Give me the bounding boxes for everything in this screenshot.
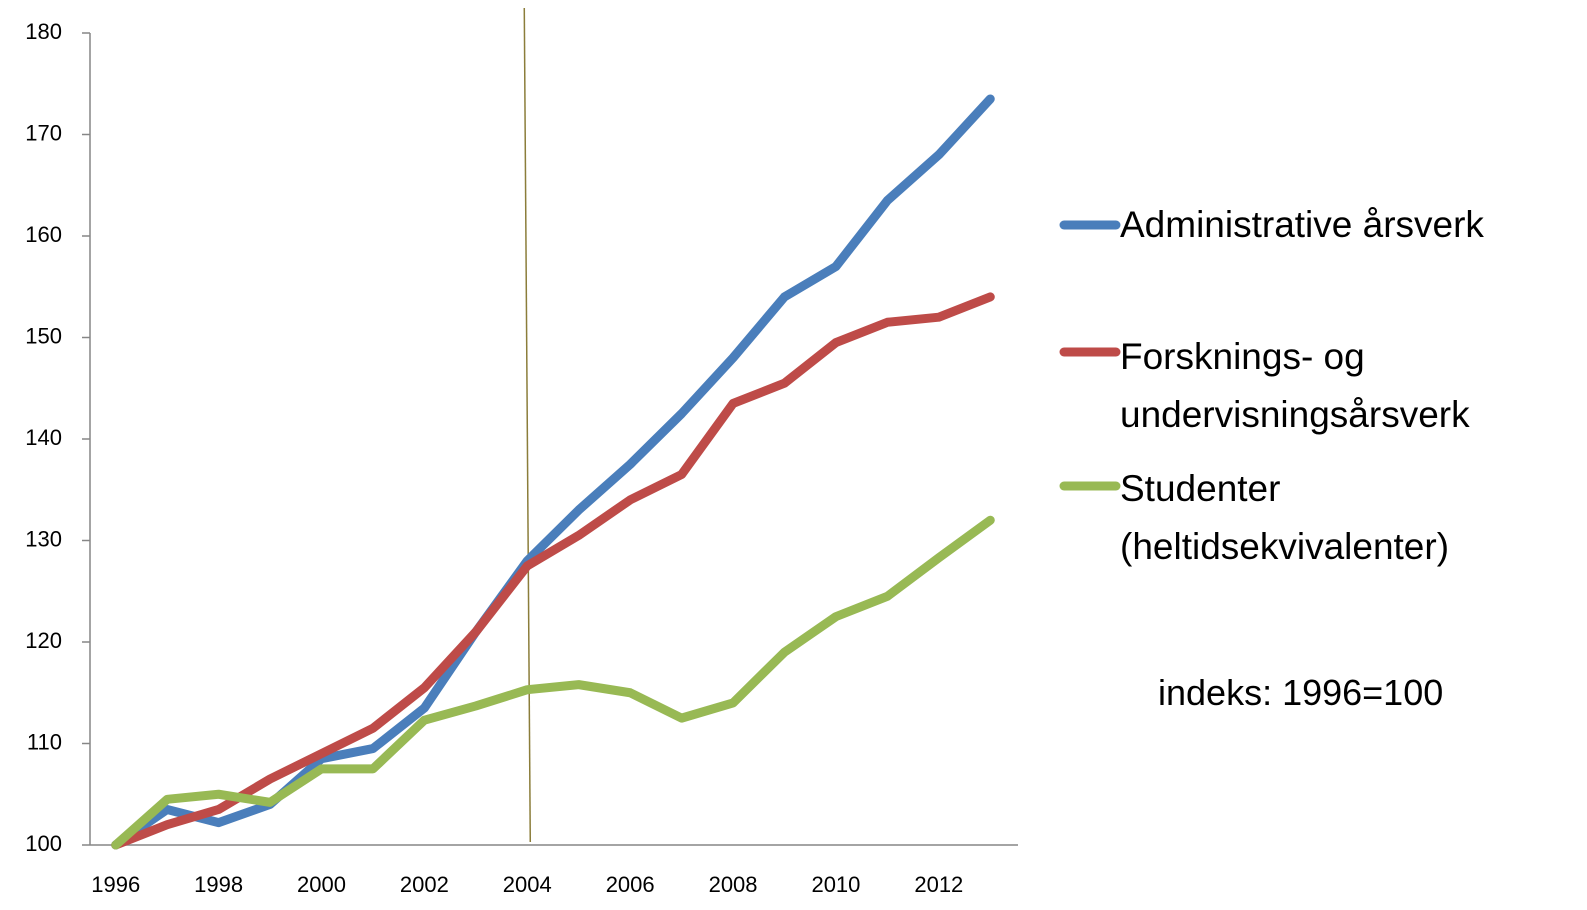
series-line — [111, 292, 995, 850]
annotation: indeks: 1996=100 — [1158, 672, 1444, 713]
series-line — [111, 94, 995, 850]
y-tick-label: 160 — [25, 222, 62, 247]
legend-label: Studenter (heltidsekvivalenter) — [1120, 468, 1450, 567]
series-line — [111, 515, 995, 850]
reference-line — [523, 7, 532, 843]
x-tick-label: 2008 — [709, 872, 758, 897]
y-tick-label: 150 — [25, 323, 62, 348]
x-tick-label: 1996 — [91, 872, 140, 897]
legend-label: Forsknings- og undervisningsårsverk — [1120, 336, 1470, 435]
x-tick-label: 2000 — [297, 872, 346, 897]
legend-label: Administrative årsverk — [1120, 204, 1484, 245]
y-tick-label: 180 — [25, 19, 62, 44]
y-tick-label: 170 — [25, 120, 62, 145]
y-tick-label: 120 — [25, 628, 62, 653]
x-tick-label: 2002 — [400, 872, 449, 897]
x-tick-label: 2004 — [503, 872, 552, 897]
x-tick-label: 1998 — [194, 872, 243, 897]
x-tick-label: 2012 — [914, 872, 963, 897]
x-tick-label: 2006 — [606, 872, 655, 897]
y-tick-label: 110 — [27, 729, 62, 754]
y-tick-label: 130 — [25, 526, 62, 551]
x-tick-label: 2010 — [811, 872, 860, 897]
y-tick-label: 100 — [25, 831, 62, 856]
y-tick-label: 140 — [25, 425, 62, 450]
